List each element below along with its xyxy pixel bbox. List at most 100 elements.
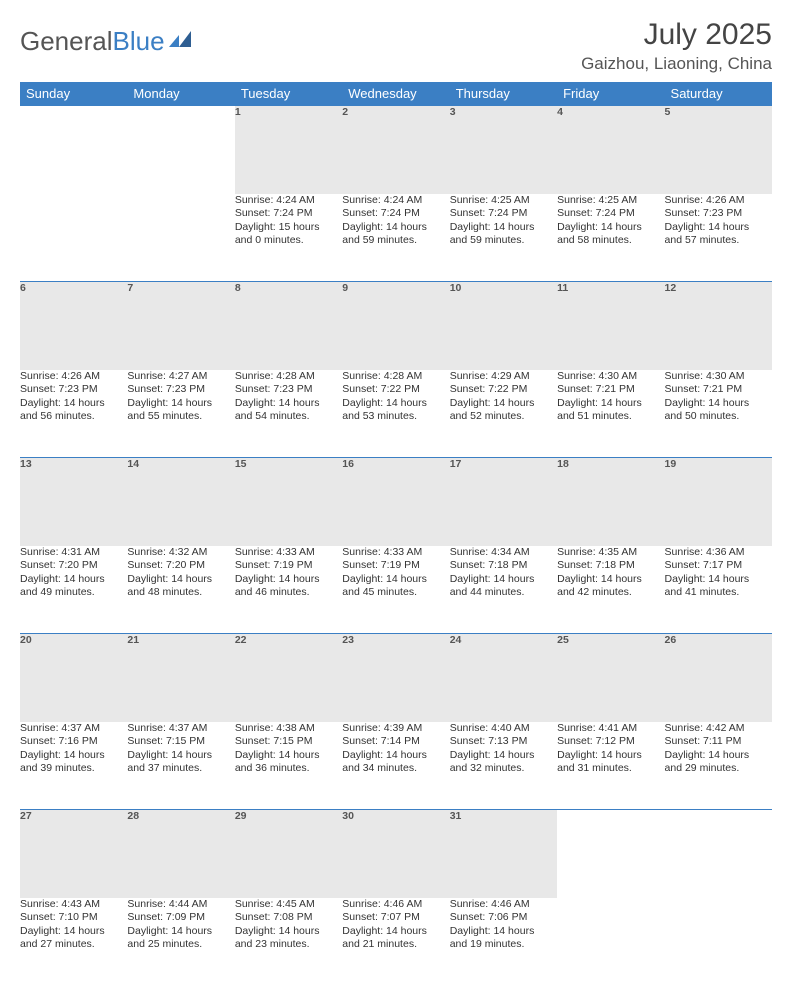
sunrise-text: Sunrise: 4:30 AM (665, 370, 772, 384)
day-content-cell: Sunrise: 4:46 AMSunset: 7:06 PMDaylight:… (450, 898, 557, 986)
day-number-row: 13141516171819 (20, 458, 772, 546)
day-number-cell: 13 (20, 458, 127, 546)
daylight-text-2: and 56 minutes. (20, 410, 127, 424)
page-header: GeneralBlue July 2025 Gaizhou, Liaoning,… (20, 18, 772, 74)
daylight-text-1: Daylight: 14 hours (235, 925, 342, 939)
day-number-cell (127, 106, 234, 194)
day-content-cell: Sunrise: 4:30 AMSunset: 7:21 PMDaylight:… (665, 370, 772, 458)
sunset-text: Sunset: 7:11 PM (665, 735, 772, 749)
daylight-text-2: and 59 minutes. (342, 234, 449, 248)
daylight-text-2: and 42 minutes. (557, 586, 664, 600)
day-number-cell: 6 (20, 282, 127, 370)
daylight-text-2: and 50 minutes. (665, 410, 772, 424)
day-content-cell: Sunrise: 4:37 AMSunset: 7:15 PMDaylight:… (127, 722, 234, 810)
sunrise-text: Sunrise: 4:30 AM (557, 370, 664, 384)
day-header: Friday (557, 82, 664, 106)
day-header: Monday (127, 82, 234, 106)
day-number-cell: 21 (127, 634, 234, 722)
sunset-text: Sunset: 7:16 PM (20, 735, 127, 749)
sunrise-text: Sunrise: 4:28 AM (342, 370, 449, 384)
day-content-cell: Sunrise: 4:43 AMSunset: 7:10 PMDaylight:… (20, 898, 127, 986)
location-label: Gaizhou, Liaoning, China (581, 54, 772, 74)
brand-mark-icon (169, 29, 197, 54)
daylight-text-1: Daylight: 14 hours (342, 397, 449, 411)
daylight-text-2: and 55 minutes. (127, 410, 234, 424)
sunset-text: Sunset: 7:18 PM (557, 559, 664, 573)
day-header: Thursday (450, 82, 557, 106)
sunrise-text: Sunrise: 4:40 AM (450, 722, 557, 736)
daylight-text-1: Daylight: 14 hours (665, 221, 772, 235)
month-title: July 2025 (581, 18, 772, 52)
day-number-cell: 11 (557, 282, 664, 370)
sunrise-text: Sunrise: 4:32 AM (127, 546, 234, 560)
daylight-text-1: Daylight: 14 hours (342, 749, 449, 763)
sunset-text: Sunset: 7:08 PM (235, 911, 342, 925)
sunrise-text: Sunrise: 4:27 AM (127, 370, 234, 384)
day-content-cell: Sunrise: 4:28 AMSunset: 7:22 PMDaylight:… (342, 370, 449, 458)
sunrise-text: Sunrise: 4:28 AM (235, 370, 342, 384)
sunrise-text: Sunrise: 4:35 AM (557, 546, 664, 560)
day-content-cell: Sunrise: 4:31 AMSunset: 7:20 PMDaylight:… (20, 546, 127, 634)
brand-text: GeneralBlue (20, 26, 165, 57)
day-number-cell: 26 (665, 634, 772, 722)
day-header: Saturday (665, 82, 772, 106)
daylight-text-2: and 54 minutes. (235, 410, 342, 424)
day-number-cell: 19 (665, 458, 772, 546)
day-content-cell: Sunrise: 4:38 AMSunset: 7:15 PMDaylight:… (235, 722, 342, 810)
sunrise-text: Sunrise: 4:29 AM (450, 370, 557, 384)
day-content-cell: Sunrise: 4:25 AMSunset: 7:24 PMDaylight:… (557, 194, 664, 282)
day-content-row: Sunrise: 4:24 AMSunset: 7:24 PMDaylight:… (20, 194, 772, 282)
sunrise-text: Sunrise: 4:46 AM (450, 898, 557, 912)
day-number-cell: 14 (127, 458, 234, 546)
day-content-cell: Sunrise: 4:32 AMSunset: 7:20 PMDaylight:… (127, 546, 234, 634)
day-number-cell: 30 (342, 810, 449, 898)
daylight-text-1: Daylight: 14 hours (235, 573, 342, 587)
sunrise-text: Sunrise: 4:25 AM (557, 194, 664, 208)
calendar-table: Sunday Monday Tuesday Wednesday Thursday… (20, 82, 772, 986)
day-content-cell: Sunrise: 4:33 AMSunset: 7:19 PMDaylight:… (342, 546, 449, 634)
daylight-text-2: and 58 minutes. (557, 234, 664, 248)
day-content-cell: Sunrise: 4:44 AMSunset: 7:09 PMDaylight:… (127, 898, 234, 986)
daylight-text-2: and 39 minutes. (20, 762, 127, 776)
daylight-text-1: Daylight: 14 hours (557, 221, 664, 235)
day-number-cell: 25 (557, 634, 664, 722)
sunrise-text: Sunrise: 4:33 AM (235, 546, 342, 560)
day-number-cell: 1 (235, 106, 342, 194)
sunset-text: Sunset: 7:10 PM (20, 911, 127, 925)
day-content-cell: Sunrise: 4:29 AMSunset: 7:22 PMDaylight:… (450, 370, 557, 458)
day-content-cell: Sunrise: 4:27 AMSunset: 7:23 PMDaylight:… (127, 370, 234, 458)
daylight-text-1: Daylight: 14 hours (450, 749, 557, 763)
sunset-text: Sunset: 7:23 PM (665, 207, 772, 221)
daylight-text-1: Daylight: 14 hours (665, 573, 772, 587)
day-content-cell: Sunrise: 4:30 AMSunset: 7:21 PMDaylight:… (557, 370, 664, 458)
day-number-cell: 27 (20, 810, 127, 898)
day-content-row: Sunrise: 4:37 AMSunset: 7:16 PMDaylight:… (20, 722, 772, 810)
day-content-cell: Sunrise: 4:26 AMSunset: 7:23 PMDaylight:… (665, 194, 772, 282)
daylight-text-2: and 0 minutes. (235, 234, 342, 248)
brand-logo: GeneralBlue (20, 26, 197, 57)
day-content-cell: Sunrise: 4:34 AMSunset: 7:18 PMDaylight:… (450, 546, 557, 634)
sunset-text: Sunset: 7:15 PM (235, 735, 342, 749)
day-content-row: Sunrise: 4:31 AMSunset: 7:20 PMDaylight:… (20, 546, 772, 634)
day-number-row: 6789101112 (20, 282, 772, 370)
daylight-text-1: Daylight: 14 hours (450, 221, 557, 235)
daylight-text-2: and 48 minutes. (127, 586, 234, 600)
day-content-cell: Sunrise: 4:24 AMSunset: 7:24 PMDaylight:… (235, 194, 342, 282)
day-number-row: 2728293031 (20, 810, 772, 898)
daylight-text-2: and 41 minutes. (665, 586, 772, 600)
sunset-text: Sunset: 7:23 PM (20, 383, 127, 397)
sunset-text: Sunset: 7:17 PM (665, 559, 772, 573)
day-header: Tuesday (235, 82, 342, 106)
sunrise-text: Sunrise: 4:44 AM (127, 898, 234, 912)
day-number-cell: 15 (235, 458, 342, 546)
day-number-cell: 31 (450, 810, 557, 898)
daylight-text-2: and 29 minutes. (665, 762, 772, 776)
daylight-text-1: Daylight: 14 hours (20, 749, 127, 763)
day-content-cell: Sunrise: 4:45 AMSunset: 7:08 PMDaylight:… (235, 898, 342, 986)
daylight-text-1: Daylight: 14 hours (665, 397, 772, 411)
day-number-cell: 23 (342, 634, 449, 722)
day-number-cell (557, 810, 664, 898)
brand-blue: Blue (113, 26, 165, 56)
day-content-cell: Sunrise: 4:42 AMSunset: 7:11 PMDaylight:… (665, 722, 772, 810)
sunset-text: Sunset: 7:14 PM (342, 735, 449, 749)
